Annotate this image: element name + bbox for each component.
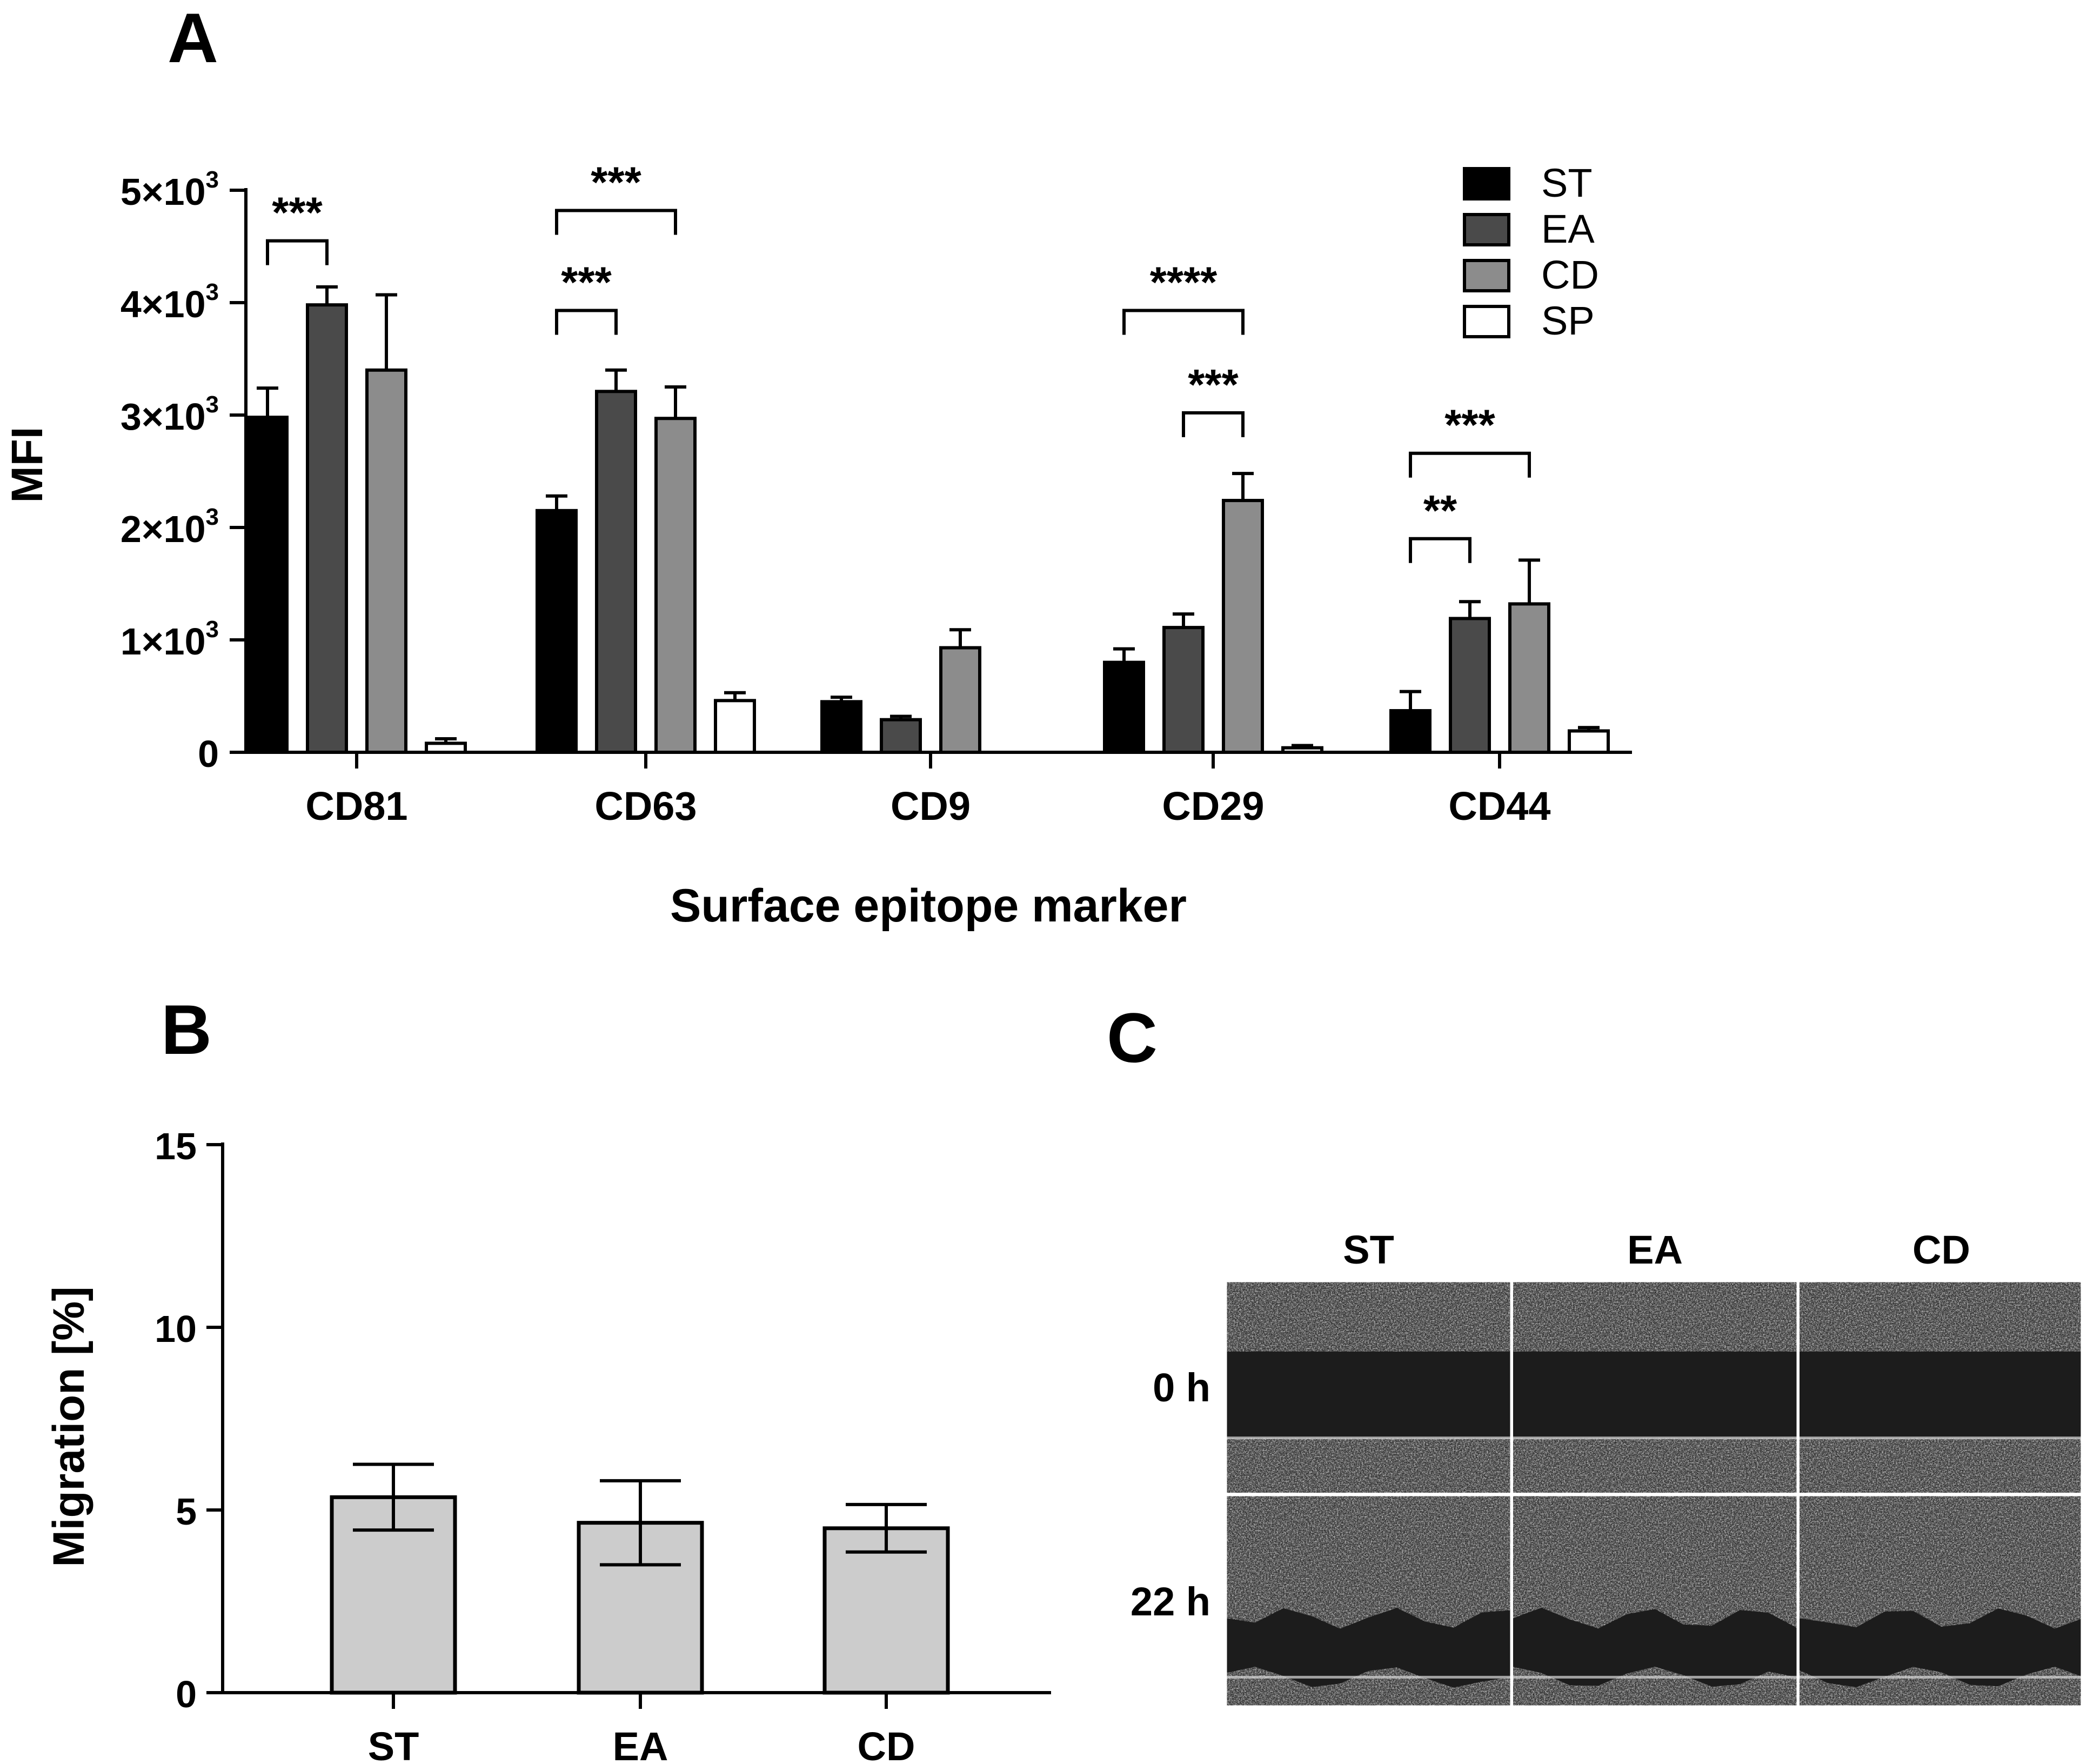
legend-swatch-ea <box>1463 213 1510 246</box>
significance-bracket-1 <box>555 309 618 335</box>
bar-cd63-st <box>536 509 578 754</box>
bar-cd81-ea <box>306 303 348 754</box>
significance-bracket-6 <box>1409 537 1471 563</box>
significance-label-0: *** <box>272 189 323 237</box>
bar-cd63-ea <box>595 390 637 754</box>
significance-label-4: *** <box>1188 360 1239 409</box>
bar-cd44-st <box>1389 709 1432 754</box>
chart-b-x-tick-label-st: ST <box>368 1724 419 1764</box>
bar-cd44-cd <box>1508 602 1550 754</box>
significance-bracket-0 <box>266 239 329 265</box>
legend-label-cd: CD <box>1541 252 1599 297</box>
micrograph-ea-22h <box>1513 1496 1797 1707</box>
micrograph-ea-0h <box>1513 1282 1797 1493</box>
chart-a-x-tick-label-cd44: CD44 <box>1448 784 1550 828</box>
micrograph-column-label-cd: CD <box>1912 1227 1970 1272</box>
bar-cd81-sp <box>425 741 467 754</box>
legend-swatch-sp <box>1463 305 1510 338</box>
bar-cd81-st <box>246 416 289 754</box>
bar-cd9-ea <box>880 718 922 754</box>
significance-bracket-5 <box>1409 451 1531 478</box>
micrograph-column-label-st: ST <box>1343 1227 1394 1272</box>
bar-cd29-sp <box>1281 746 1323 754</box>
scratch-gap <box>1800 1608 2083 1687</box>
significance-label-3: **** <box>1150 258 1218 306</box>
scratch-gap <box>1513 1607 1797 1687</box>
chart-a-y-tick-label: 1×103 <box>121 616 219 663</box>
legend-swatch-cd <box>1463 259 1510 292</box>
bar-cd63-sp <box>714 699 756 754</box>
bar-cd9-st <box>820 700 862 754</box>
chart-b-y-tick-label: 15 <box>155 1125 197 1167</box>
panel-label-b: B <box>161 990 212 1069</box>
bar-cd29-st <box>1103 660 1145 754</box>
significance-label-6: ** <box>1423 486 1457 534</box>
migration-bar-chart: Migration [%] 0 5 10 15 ST EA CD <box>44 1125 1051 1764</box>
panel-label-c: C <box>1107 998 1158 1077</box>
scratch-assay-micrograph-grid: ST EA CD 0 h 22 h <box>1131 1227 2084 1708</box>
chart-b-y-axis-label: Migration [%] <box>44 1286 93 1567</box>
scratch-gap <box>1800 1351 2083 1438</box>
micrograph-st-0h <box>1227 1282 1510 1493</box>
chart-a-x-tick-label-cd29: CD29 <box>1162 784 1264 828</box>
legend-label-st: ST <box>1541 161 1593 205</box>
significance-bracket-3 <box>1122 309 1245 335</box>
scratch-gap <box>1513 1351 1797 1438</box>
significance-label-2: *** <box>591 158 641 206</box>
chart-b-x-tick-label-cd: CD <box>858 1724 915 1764</box>
scratch-gap <box>1227 1608 1510 1688</box>
panel-label-a: A <box>168 0 218 77</box>
chart-a-y-tick-label: 3×103 <box>121 391 219 438</box>
bar-cd29-cd <box>1222 499 1264 754</box>
legend-swatch-st <box>1463 167 1510 201</box>
bar-cd29-ea <box>1162 626 1205 754</box>
bar-cd9-cd <box>939 646 981 754</box>
significance-label-1: *** <box>561 258 612 306</box>
bar-cd44-ea <box>1449 617 1491 754</box>
chart-b-y-tick-label: 0 <box>176 1673 197 1715</box>
chart-a-y-axis-label: MFI <box>3 426 52 503</box>
legend-label-sp: SP <box>1541 298 1595 343</box>
bar-cd44-sp <box>1568 729 1610 754</box>
micrograph-cd-0h <box>1800 1282 2083 1493</box>
chart-b-y-tick-label: 10 <box>155 1308 197 1350</box>
chart-a-y-tick-label: 4×103 <box>121 279 219 325</box>
chart-a-y-tick-label: 0 <box>198 733 219 775</box>
significance-label-5: *** <box>1444 401 1495 449</box>
mfi-bar-chart: MFI Surface epitope marker 0 1×103 2×103 3×… <box>3 158 1632 932</box>
micrograph-row-label-0-h: 0 h <box>1153 1365 1210 1410</box>
chart-a-y-tick-label: 2×103 <box>121 504 219 550</box>
significance-bracket-2 <box>555 209 677 235</box>
significance-bracket-4 <box>1182 411 1245 437</box>
micrograph-st-22h <box>1227 1496 1510 1707</box>
micrograph-row-label-22-h: 22 h <box>1131 1579 1210 1624</box>
chart-a-x-tick-label-cd9: CD9 <box>891 784 971 828</box>
bar-migration-cd <box>822 1526 950 1695</box>
chart-a-x-tick-label-cd63: CD63 <box>594 784 697 828</box>
chart-a-x-tick-label-cd81: CD81 <box>305 784 407 828</box>
micrograph-column-label-ea: EA <box>1627 1227 1683 1272</box>
chart-b-x-tick-label-ea: EA <box>613 1724 668 1764</box>
micrograph-cd-22h <box>1800 1496 2083 1707</box>
bar-cd63-cd <box>654 417 697 754</box>
chart-a-y-tick-label: 5×103 <box>121 166 219 213</box>
legend-label-ea: EA <box>1541 206 1595 251</box>
chart-b-y-tick-label: 5 <box>176 1491 197 1533</box>
scratch-gap <box>1227 1351 1510 1438</box>
chart-a-x-axis-label: Surface epitope marker <box>670 880 1187 932</box>
bar-cd81-cd <box>365 368 407 754</box>
